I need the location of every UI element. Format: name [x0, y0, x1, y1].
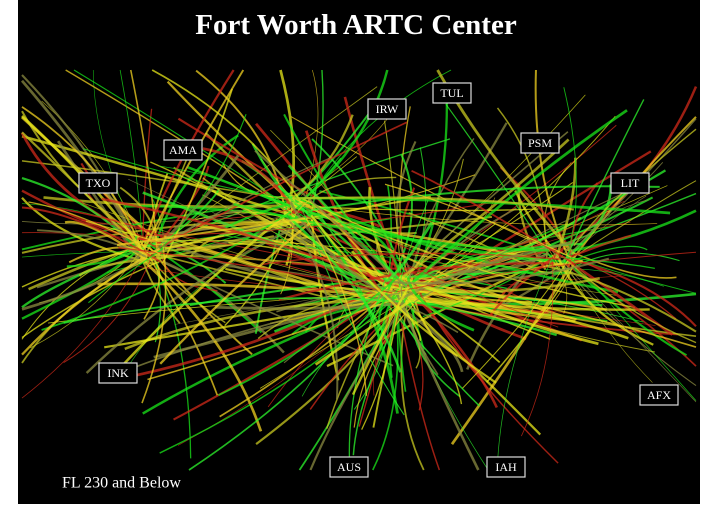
fix-label: INK — [107, 366, 129, 380]
fix-label: AFX — [647, 388, 671, 402]
title: Fort Worth ARTC Center — [195, 9, 517, 41]
fix-label: IAH — [495, 460, 517, 474]
fix-label: LIT — [621, 176, 640, 190]
fix-label: TXO — [86, 176, 111, 190]
fix-label: IRW — [376, 102, 399, 116]
fix-label: AUS — [337, 460, 361, 474]
fix-label: PSM — [528, 136, 552, 150]
fix-label: AMA — [169, 143, 197, 157]
caption: FL 230 and Below — [62, 475, 181, 492]
map-image: IRW TUL PSM AMA TXO LIT INK AFX AUS IAH Fort Wort… — [0, 0, 707, 512]
fix-label: TUL — [440, 86, 463, 100]
